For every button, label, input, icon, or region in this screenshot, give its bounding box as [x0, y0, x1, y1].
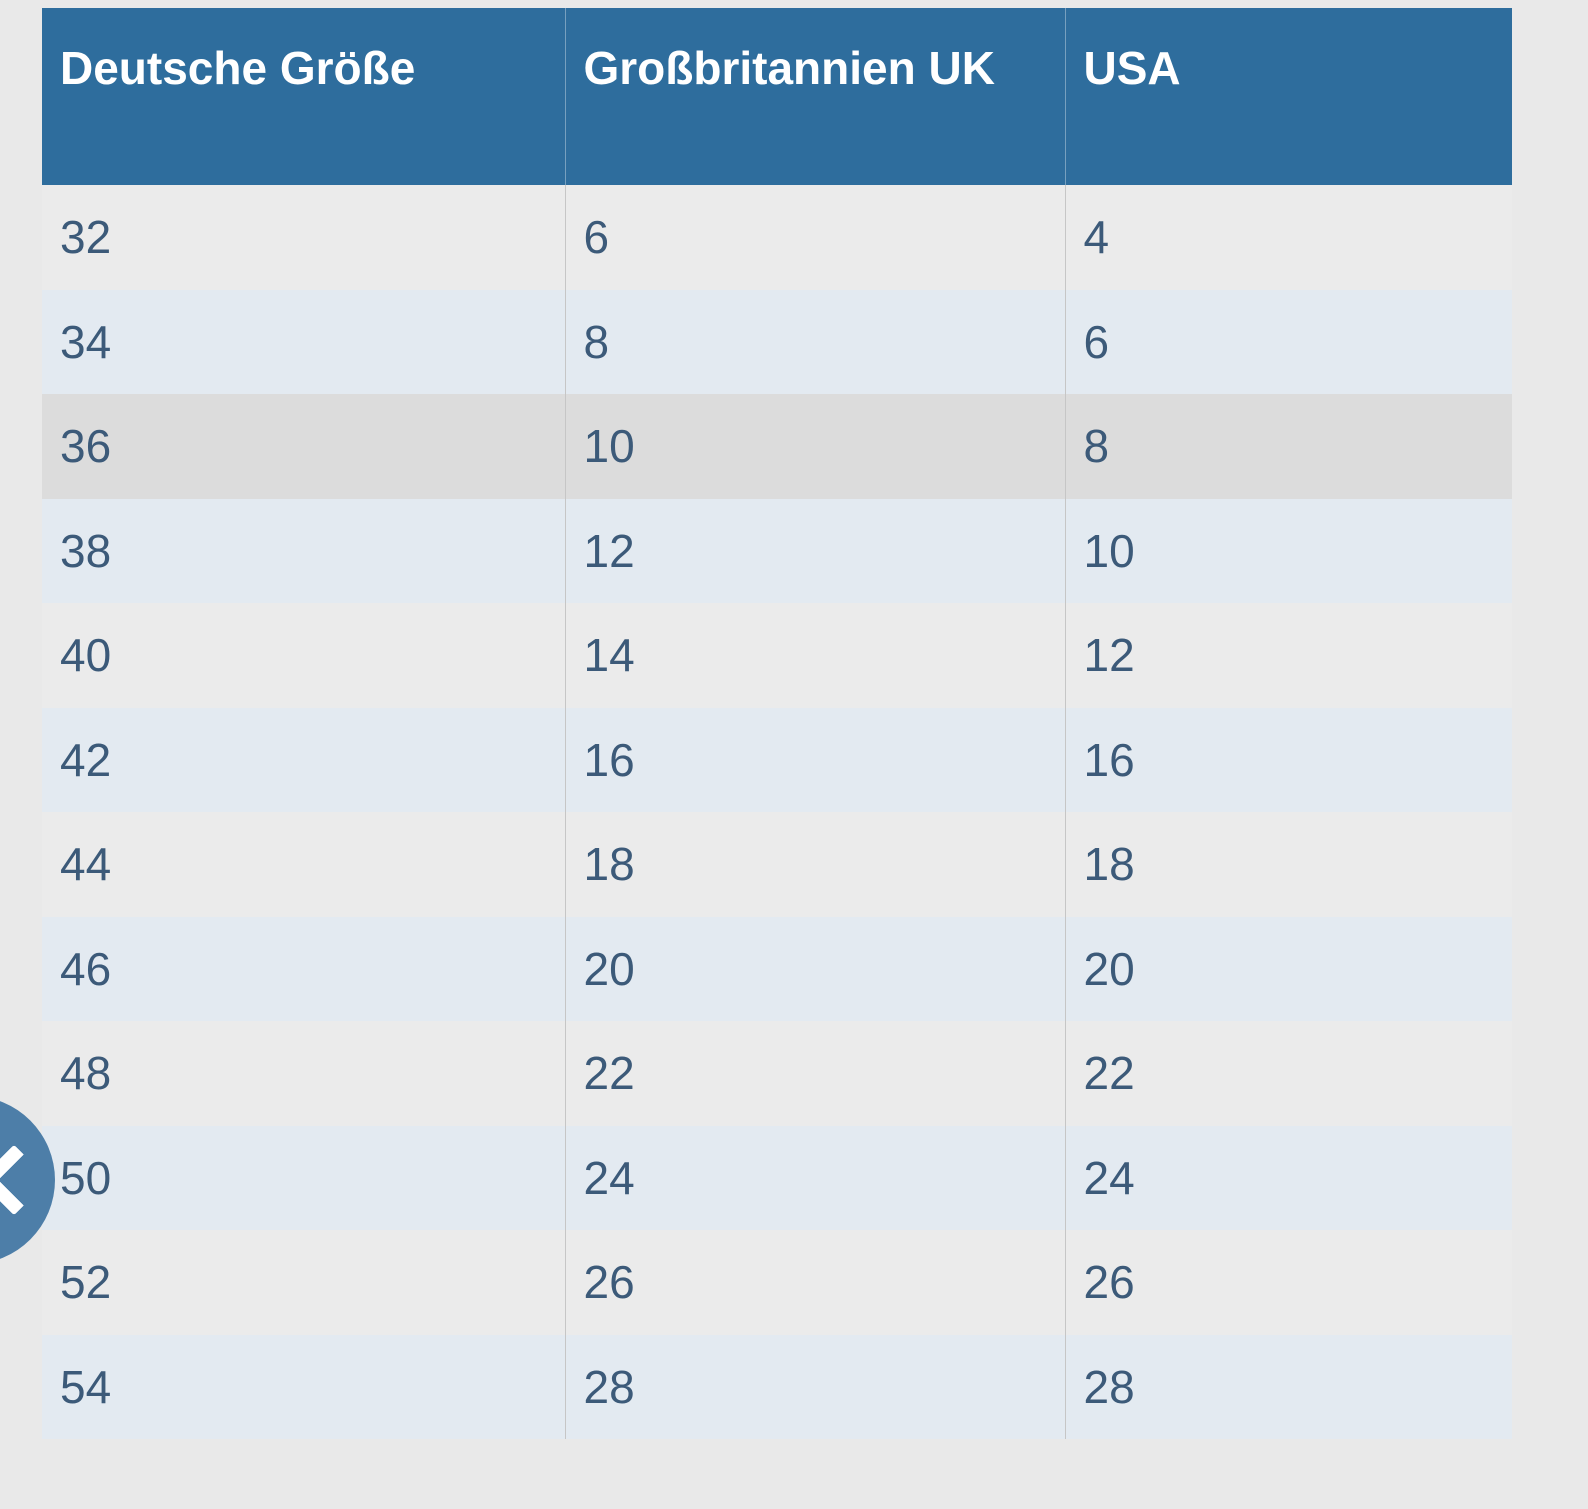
table-cell: 20: [564, 916, 1065, 1021]
table-cell: 42: [60, 733, 112, 786]
table-cell: 28: [564, 1334, 1065, 1439]
table-cell: 18: [1064, 812, 1512, 917]
table-cell: 26: [564, 1230, 1065, 1335]
table-cell: 12: [1064, 603, 1512, 708]
table-cell: 10: [1064, 498, 1512, 603]
table-row: 54 28 28: [42, 1334, 1512, 1439]
table-cell: 6: [564, 185, 1065, 290]
table-cell: 12: [564, 498, 1065, 603]
table-row: 32 6 4: [42, 185, 1512, 290]
table-cell: 32: [60, 211, 112, 264]
table-cell: 52: [60, 1256, 112, 1309]
table-row: 52 26 26: [42, 1230, 1512, 1335]
table-body: 32 6 4 34 8 6 36 10 8 38 12 10 40 14 12 42 16 16 44 18 18 46 2…: [42, 185, 1512, 1439]
column-header-usa-size: USA: [1064, 8, 1512, 185]
table-cell: 22: [1064, 1021, 1512, 1126]
table-row: 40 14 12: [42, 603, 1512, 708]
table-cell: 4: [1064, 185, 1512, 290]
size-conversion-table: Deutsche Größe Großbritannien UK USA 32 6…: [42, 8, 1512, 1439]
table-cell: 50: [60, 1151, 112, 1204]
table-cell: 40: [60, 629, 112, 682]
table-row: 46 20 20: [42, 916, 1512, 1021]
table-row: 36 10 8: [42, 394, 1512, 499]
table-row: 48 22 22: [42, 1021, 1512, 1126]
header-row: Deutsche Größe Großbritannien UK USA: [42, 8, 1512, 185]
column-header-german-size: Deutsche Größe: [42, 8, 565, 185]
table-cell: 38: [60, 524, 112, 577]
table-cell: 46: [60, 942, 112, 995]
table-cell: 22: [564, 1021, 1065, 1126]
table-cell: 16: [564, 707, 1065, 812]
table-cell: 8: [564, 289, 1065, 394]
table-cell: 36: [60, 420, 112, 473]
table-cell: 24: [1064, 1125, 1512, 1230]
column-header-uk-size: Großbritannien UK: [564, 8, 1065, 185]
table-row: 42 16 16: [42, 707, 1512, 812]
chevron-left-icon: [0, 1144, 50, 1216]
table-row: 38 12 10: [42, 498, 1512, 603]
table-cell: 10: [564, 394, 1065, 499]
table-cell: 24: [564, 1125, 1065, 1230]
table-cell: 14: [564, 603, 1065, 708]
table-row: 44 18 18: [42, 812, 1512, 917]
table-cell: 6: [1064, 289, 1512, 394]
table-cell: 16: [1064, 707, 1512, 812]
table-cell: 8: [1064, 394, 1512, 499]
table-cell: 18: [564, 812, 1065, 917]
table-cell: 26: [1064, 1230, 1512, 1335]
table-cell: 34: [60, 315, 112, 368]
table-cell: 48: [60, 1047, 112, 1100]
table-cell: 28: [1064, 1334, 1512, 1439]
table-row: 50 24 24: [42, 1125, 1512, 1230]
table-row: 34 8 6: [42, 289, 1512, 394]
table-cell: 54: [60, 1360, 112, 1413]
table-cell: 20: [1064, 916, 1512, 1021]
table-cell: 44: [60, 838, 112, 891]
